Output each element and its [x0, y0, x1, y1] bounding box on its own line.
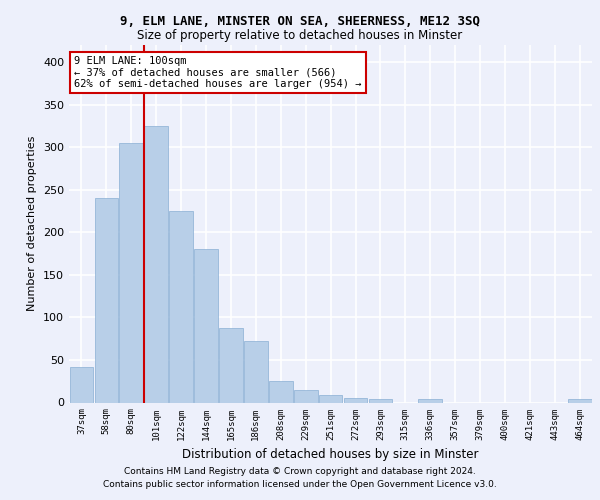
- Bar: [269, 381, 293, 402]
- Y-axis label: Number of detached properties: Number of detached properties: [28, 136, 37, 312]
- Bar: [219, 328, 243, 402]
- Text: Contains HM Land Registry data © Crown copyright and database right 2024.: Contains HM Land Registry data © Crown c…: [124, 467, 476, 476]
- Bar: [169, 211, 193, 402]
- Bar: [244, 341, 268, 402]
- X-axis label: Distribution of detached houses by size in Minster: Distribution of detached houses by size …: [182, 448, 479, 461]
- Bar: [70, 367, 93, 402]
- Bar: [319, 395, 343, 402]
- Bar: [119, 143, 143, 403]
- Bar: [294, 390, 317, 402]
- Bar: [95, 198, 118, 402]
- Bar: [368, 399, 392, 402]
- Text: 9, ELM LANE, MINSTER ON SEA, SHEERNESS, ME12 3SQ: 9, ELM LANE, MINSTER ON SEA, SHEERNESS, …: [120, 15, 480, 28]
- Text: 9 ELM LANE: 100sqm
← 37% of detached houses are smaller (566)
62% of semi-detach: 9 ELM LANE: 100sqm ← 37% of detached hou…: [74, 56, 362, 89]
- Text: Contains public sector information licensed under the Open Government Licence v3: Contains public sector information licen…: [103, 480, 497, 489]
- Bar: [418, 399, 442, 402]
- Bar: [568, 399, 592, 402]
- Bar: [145, 126, 168, 402]
- Bar: [344, 398, 367, 402]
- Bar: [194, 250, 218, 402]
- Text: Size of property relative to detached houses in Minster: Size of property relative to detached ho…: [137, 29, 463, 42]
